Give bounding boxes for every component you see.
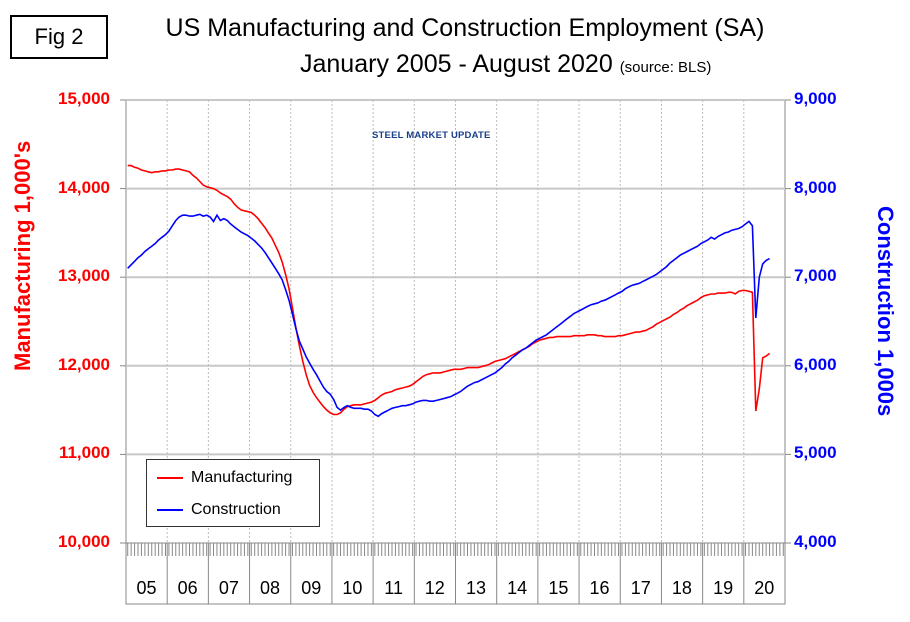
legend-label: Construction — [191, 501, 281, 518]
right-tick-label: 7,000 — [794, 266, 837, 286]
right-tick-label: 6,000 — [794, 354, 837, 374]
legend-item-manufacturing: Manufacturing — [157, 469, 292, 487]
right-tick-label: 4,000 — [794, 532, 837, 551]
chart-subtitle-row: January 2005 - August 2020 (source: BLS) — [300, 50, 711, 79]
x-tick-label: 11 — [384, 578, 403, 598]
figure-label: Fig 2 — [10, 15, 108, 59]
x-tick-label: 19 — [713, 578, 734, 598]
left-tick-label: 11,000 — [58, 443, 110, 463]
left-tick-label: 14,000 — [58, 177, 110, 197]
steel-market-update-logo: STEEL MARKET UPDATE — [372, 124, 491, 153]
chart-subtitle: January 2005 - August 2020 — [300, 50, 613, 78]
right-tick-label: 9,000 — [794, 89, 837, 108]
x-tick-label: 09 — [301, 578, 322, 598]
x-tick-label: 15 — [548, 578, 569, 598]
x-tick-label: 07 — [218, 578, 239, 598]
legend-label: Manufacturing — [191, 469, 293, 486]
x-tick-label: 08 — [260, 578, 281, 598]
legend-swatch — [157, 509, 183, 511]
x-tick-label: 13 — [465, 578, 487, 598]
legend-swatch — [157, 477, 183, 479]
x-tick-label: 18 — [671, 578, 692, 598]
left-tick-label: 10,000 — [58, 532, 110, 551]
x-tick-label: 05 — [136, 578, 157, 598]
left-tick-label: 15,000 — [58, 89, 110, 108]
logo-text: STEEL MARKET UPDATE — [372, 130, 491, 141]
x-tick-label: 17 — [630, 578, 651, 598]
left-tick-label: 12,000 — [58, 354, 110, 374]
right-tick-label: 5,000 — [794, 443, 837, 463]
x-tick-label: 20 — [754, 578, 775, 598]
chart-title: US Manufacturing and Construction Employ… — [165, 14, 765, 42]
source-note: (source: BLS) — [619, 59, 712, 76]
left-tick-label: 13,000 — [58, 266, 110, 286]
x-tick-label: 06 — [177, 578, 198, 598]
left-axis-title: Manufacturing 1,000's — [10, 140, 35, 371]
series-line-manufacturing — [127, 164, 771, 416]
x-tick-label: 10 — [342, 578, 363, 598]
x-tick-label: 16 — [589, 578, 610, 598]
legend-item-construction: Construction — [157, 501, 281, 519]
legend: Manufacturing Construction — [146, 459, 320, 527]
series-line-construction — [127, 213, 770, 418]
right-tick-label: 8,000 — [794, 177, 837, 197]
right-axis-title: Construction 1,000s — [873, 206, 898, 417]
x-tick-label: 12 — [424, 578, 445, 598]
x-tick-label: 14 — [507, 578, 528, 598]
